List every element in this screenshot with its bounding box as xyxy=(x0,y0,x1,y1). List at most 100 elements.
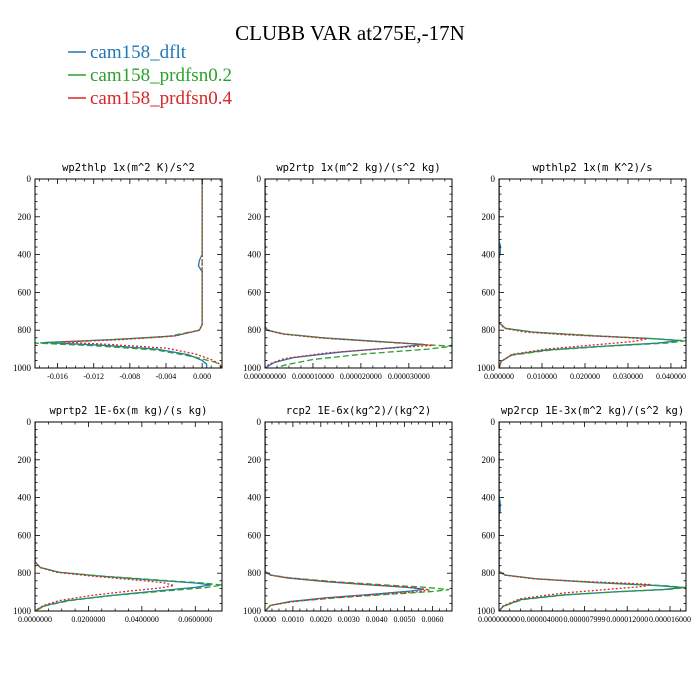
ytick-label-wp2thlp-5: 1000 xyxy=(13,363,32,373)
xtick-label-wprtp2-1: 0.0200000 xyxy=(71,615,105,624)
xtick-label-wp2rcp-2: 0.000007999 xyxy=(563,615,605,624)
series-line-wp2rcp-0 xyxy=(499,422,683,611)
xtick-label-wp2rtp-2: 0.000020000 xyxy=(340,372,382,381)
ytick-label-wp2rtp-2: 400 xyxy=(248,250,262,260)
legend-entry-dflt: cam158_dflt xyxy=(68,42,187,63)
panel-title-wp2thlp: wp2thlp 1x(m^2 K)/s^2 xyxy=(62,162,195,174)
panel-title-wprtp2: wprtp2 1E-6x(m kg)/(s kg) xyxy=(49,405,207,417)
xtick-label-wp2rtp-3: 0.000030000 xyxy=(388,372,430,381)
panel-frame-rcp2 xyxy=(264,421,453,612)
ytick-label-wp2rtp-1: 200 xyxy=(248,212,262,222)
panel-wp2rcp: wp2rcp 1E-3x(m^2 kg)/(s^2 kg) 0 200 400 600 8… xyxy=(477,405,691,624)
xtick-label-rcp2-6: 0.0060 xyxy=(421,615,443,624)
xtick-label-rcp2-1: 0.0010 xyxy=(282,615,304,624)
series-group-wp2thlp xyxy=(35,179,222,368)
series-line-wprtp2-2 xyxy=(35,422,175,611)
series-line-wpthlp2-0 xyxy=(499,179,680,368)
xtick-label-wp2rcp-1: 0.000004000 xyxy=(521,615,563,624)
series-line-wp2rtp-1 xyxy=(265,179,452,368)
ytick-label-wp2rcp-5: 1000 xyxy=(477,606,496,616)
ytick-label-wpthlp2-4: 800 xyxy=(482,325,496,335)
ytick-label-wp2rtp-0: 0 xyxy=(257,174,262,184)
ytick-label-wprtp2-1: 200 xyxy=(18,455,32,465)
xtick-label-wprtp2-0: 0.0000000 xyxy=(18,615,52,624)
xtick-label-wpthlp2-4: 0.040000 xyxy=(656,372,686,381)
legend: cam158_dflt cam158_prdfsn0.2 cam158_prdf… xyxy=(68,42,232,109)
xtick-label-wpthlp2-2: 0.020000 xyxy=(570,372,600,381)
xtick-label-rcp2-0: 0.0000 xyxy=(254,615,276,624)
ytick-label-rcp2-5: 1000 xyxy=(243,606,262,616)
ytick-label-wp2rcp-0: 0 xyxy=(491,417,496,427)
ytick-label-wp2thlp-0: 0 xyxy=(27,174,32,184)
xtick-label-rcp2-3: 0.0030 xyxy=(338,615,360,624)
xtick-label-wp2thlp-2: -0.008 xyxy=(120,372,141,381)
ytick-label-wpthlp2-0: 0 xyxy=(491,174,496,184)
xtick-label-wpthlp2-3: 0.030000 xyxy=(613,372,643,381)
xtick-label-wp2thlp-3: -0.004 xyxy=(156,372,177,381)
ytick-label-wp2rcp-3: 600 xyxy=(482,530,496,540)
legend-label-dflt: cam158_dflt xyxy=(90,42,187,63)
xtick-label-wpthlp2-0: 0.000000 xyxy=(484,372,514,381)
ytick-label-wp2rtp-5: 1000 xyxy=(243,363,262,373)
legend-entry-prdfsn0.2: cam158_prdfsn0.2 xyxy=(68,65,232,86)
ytick-label-rcp2-0: 0 xyxy=(257,417,262,427)
ytick-label-wprtp2-3: 600 xyxy=(18,530,32,540)
xtick-label-wpthlp2-1: 0.010000 xyxy=(527,372,557,381)
xtick-label-wp2rtp-1: 0.000010000 xyxy=(292,372,334,381)
panel-wpthlp2: wpthlp2 1x(m K^2)/s 0 200 400 600 800 10000.00… xyxy=(477,162,687,381)
panel-rcp2: rcp2 1E-6x(kg^2)/(kg^2) 0 200 400 600 800 1000… xyxy=(243,405,453,624)
ytick-label-wp2thlp-1: 200 xyxy=(18,212,32,222)
ytick-label-rcp2-1: 200 xyxy=(248,455,262,465)
panel-title-wpthlp2: wpthlp2 1x(m K^2)/s xyxy=(532,162,652,174)
legend-label-prdfsn0.2: cam158_prdfsn0.2 xyxy=(90,65,232,86)
xtick-label-wp2thlp-1: -0.012 xyxy=(83,372,104,381)
ytick-label-wpthlp2-2: 400 xyxy=(482,250,496,260)
panel-title-wp2rcp: wp2rcp 1E-3x(m^2 kg)/(s^2 kg) xyxy=(501,405,684,417)
ytick-label-wprtp2-4: 800 xyxy=(18,568,32,578)
series-line-wprtp2-1 xyxy=(35,422,222,611)
series-line-wpthlp2-1 xyxy=(499,179,686,368)
ytick-label-rcp2-3: 600 xyxy=(248,530,262,540)
panel-frame-wp2rtp xyxy=(264,178,453,369)
ytick-label-wp2rtp-3: 600 xyxy=(248,287,262,297)
ytick-label-wprtp2-2: 400 xyxy=(18,493,32,503)
xtick-label-wp2rcp-4: 0.000016000 xyxy=(649,615,691,624)
series-line-wpthlp2-2 xyxy=(499,179,648,368)
panel-title-wp2rtp: wp2rtp 1x(m^2 kg)/(s^2 kg) xyxy=(276,162,440,174)
xtick-label-wprtp2-2: 0.0400000 xyxy=(125,615,159,624)
ytick-label-wprtp2-5: 1000 xyxy=(13,606,32,616)
xtick-label-wp2rcp-3: 0.000012000 xyxy=(606,615,648,624)
series-group-wp2rcp xyxy=(499,422,686,611)
ytick-label-wp2rtp-4: 800 xyxy=(248,325,262,335)
xtick-label-wprtp2-3: 0.0600000 xyxy=(178,615,212,624)
series-line-wprtp2-0 xyxy=(35,422,212,611)
series-line-rcp2-2 xyxy=(265,422,430,611)
series-group-wp2rtp xyxy=(265,179,452,368)
ytick-label-wprtp2-0: 0 xyxy=(27,417,32,427)
panel-title-rcp2: rcp2 1E-6x(kg^2)/(kg^2) xyxy=(286,405,431,417)
panel-wp2rtp: wp2rtp 1x(m^2 kg)/(s^2 kg) 0 200 400 600 800 1… xyxy=(243,162,453,381)
legend-entry-prdfsn0.4: cam158_prdfsn0.4 xyxy=(68,88,232,109)
series-line-wp2rcp-2 xyxy=(499,422,651,611)
series-group-rcp2 xyxy=(265,422,450,611)
series-group-wprtp2 xyxy=(35,422,222,611)
xtick-label-rcp2-2: 0.0020 xyxy=(310,615,332,624)
ytick-label-rcp2-4: 800 xyxy=(248,568,262,578)
panel-frame-wp2rcp xyxy=(498,421,687,612)
series-line-wp2rtp-0 xyxy=(265,179,424,368)
series-line-wp2thlp-1 xyxy=(35,179,222,368)
xtick-label-wp2rtp-0: 0.000000000 xyxy=(244,372,286,381)
panel-wprtp2: wprtp2 1E-6x(m kg)/(s kg) 0 200 400 600 800 10… xyxy=(13,405,223,624)
xtick-label-wp2thlp-4: 0.000 xyxy=(193,372,211,381)
ytick-label-wp2rcp-1: 200 xyxy=(482,455,496,465)
series-line-wp2thlp-2 xyxy=(62,179,222,368)
series-line-wp2thlp-0 xyxy=(43,179,208,368)
panel-frame-wp2thlp xyxy=(34,178,223,369)
ytick-label-rcp2-2: 400 xyxy=(248,493,262,503)
xtick-label-rcp2-5: 0.0050 xyxy=(394,615,416,624)
panels-grid: wp2thlp 1x(m^2 K)/s^2 0 200 400 600 800 1000 -0… xyxy=(13,162,691,624)
ytick-label-wp2rcp-2: 400 xyxy=(482,493,496,503)
ytick-label-wp2thlp-3: 600 xyxy=(18,287,32,297)
chart-title: CLUBB VAR at275E,-17N xyxy=(235,21,465,45)
series-line-wp2rcp-1 xyxy=(499,422,686,611)
